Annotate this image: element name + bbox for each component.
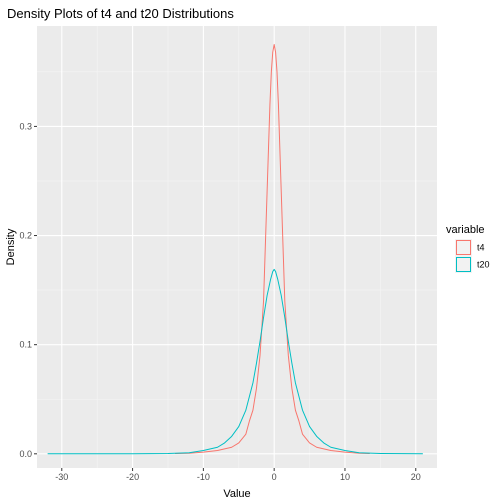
legend-key-background xyxy=(455,239,472,256)
legend-item-t4: t4 xyxy=(455,239,485,256)
y-tick-label: 0.2 xyxy=(19,231,32,241)
x-axis: -30 -20 -10 0 10 20 xyxy=(55,468,421,482)
series-lines xyxy=(47,44,423,455)
x-tick-label: 20 xyxy=(411,472,421,482)
x-tick-label: 10 xyxy=(340,472,350,482)
y-tick-label: 0.3 xyxy=(19,121,32,131)
legend-key-swatch xyxy=(456,257,471,272)
legend-key-swatch xyxy=(456,240,471,255)
y-tick-label: 0.0 xyxy=(19,449,32,459)
legend-items: t4 t20 xyxy=(455,239,490,273)
legend-label: t4 xyxy=(477,243,485,253)
minor-gridlines xyxy=(37,26,437,468)
x-tick-label: -10 xyxy=(197,472,210,482)
series-line-t4 xyxy=(175,44,370,454)
x-tick-label: -30 xyxy=(55,472,68,482)
x-axis-title: Value xyxy=(223,488,250,500)
x-tick-label: -20 xyxy=(126,472,139,482)
series-line-t20 xyxy=(47,268,423,455)
plot-panel xyxy=(37,26,437,468)
x-tick-label: 0 xyxy=(272,472,277,482)
y-axis: 0.0 0.1 0.2 0.3 xyxy=(19,121,37,459)
y-axis-title: Density xyxy=(5,228,17,265)
legend: variable t4 t20 xyxy=(446,224,490,273)
legend-key-background xyxy=(455,256,472,273)
chart-title: Density Plots of t4 and t20 Distribution… xyxy=(7,6,234,21)
legend-item-t20: t20 xyxy=(455,256,490,273)
y-tick-label: 0.1 xyxy=(19,340,32,350)
legend-title: variable xyxy=(446,224,485,236)
legend-label: t20 xyxy=(477,260,490,270)
